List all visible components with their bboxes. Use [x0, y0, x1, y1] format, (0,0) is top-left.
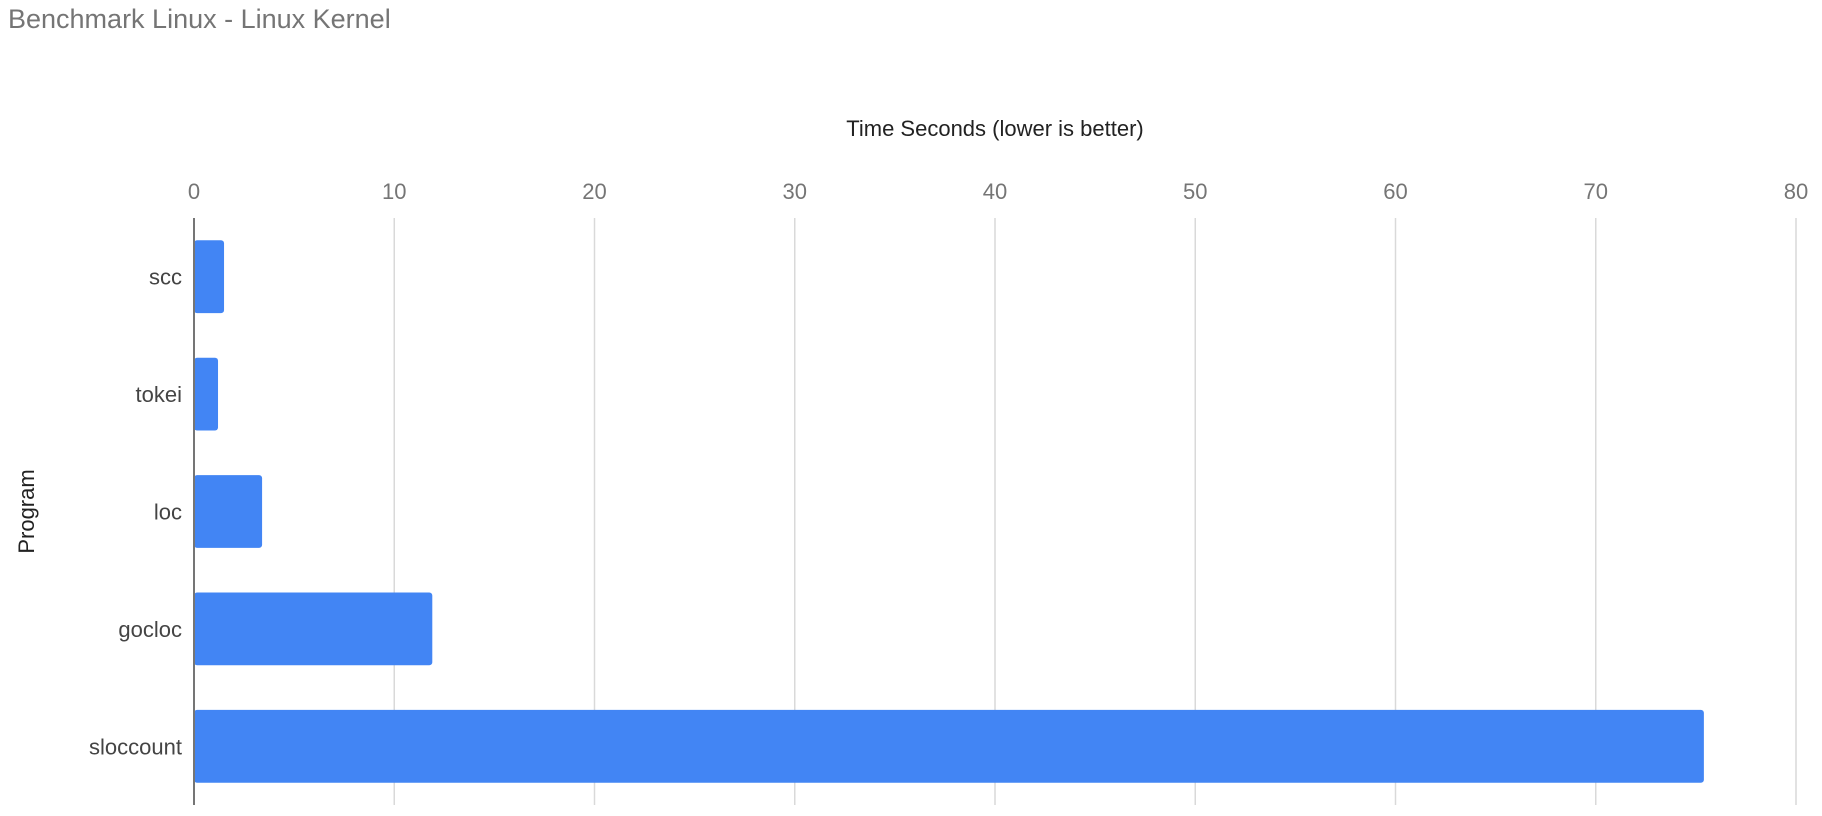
x-axis-title: Time Seconds (lower is better): [846, 116, 1144, 141]
bars: [194, 240, 1704, 783]
bar-gocloc: [194, 592, 433, 666]
gridlines: [393, 218, 1797, 805]
y-axis-title: Program: [14, 469, 39, 553]
x-tick-label: 50: [1183, 179, 1207, 204]
category-label: sloccount: [89, 734, 182, 759]
category-labels: scc tokei loc gocloc sloccount: [89, 265, 182, 760]
category-label: gocloc: [118, 617, 182, 642]
x-tick-labels: 0 10 20 30 40 50 60 70 80: [188, 179, 1808, 204]
chart-title: Benchmark Linux - Linux Kernel: [8, 4, 391, 34]
x-tick-label: 30: [783, 179, 807, 204]
x-tick-label: 0: [188, 179, 200, 204]
bar-sloccount: [194, 709, 1704, 783]
bar-tokei: [194, 357, 219, 431]
x-tick-label: 60: [1383, 179, 1407, 204]
x-tick-label: 10: [382, 179, 406, 204]
category-label: scc: [149, 265, 182, 290]
bar-loc: [194, 475, 263, 548]
category-label: tokei: [136, 382, 182, 407]
x-tick-label: 40: [983, 179, 1007, 204]
x-tick-label: 20: [582, 179, 606, 204]
bar-scc: [194, 240, 225, 314]
x-tick-label: 70: [1584, 179, 1608, 204]
category-label: loc: [154, 500, 182, 525]
x-tick-label: 80: [1784, 179, 1808, 204]
